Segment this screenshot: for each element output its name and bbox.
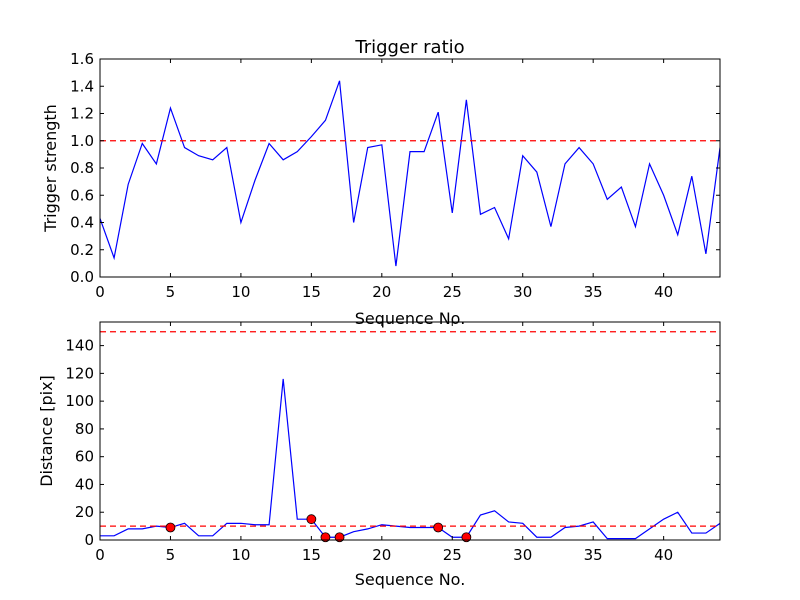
y-tick-label: 120 xyxy=(65,364,94,382)
x-tick-label: 20 xyxy=(372,283,391,301)
y-tick-label: 0 xyxy=(84,531,94,549)
x-axis-label: Sequence No. xyxy=(355,570,466,589)
x-tick-label: 25 xyxy=(443,283,462,301)
axes-frame xyxy=(99,321,721,541)
x-ticks: 0 5 10 15 20 25 30 35 40 xyxy=(95,59,673,301)
x-tick-label: 20 xyxy=(372,546,391,564)
x-tick-label: 15 xyxy=(302,546,321,564)
axes-frame xyxy=(99,58,721,278)
y-tick-label: 80 xyxy=(75,420,94,438)
series-layer xyxy=(100,331,720,543)
y-tick-label: 1.4 xyxy=(70,77,94,95)
y-tick-label: 20 xyxy=(75,503,94,521)
series-layer xyxy=(100,80,720,267)
y-tick-label: 1.2 xyxy=(70,105,94,123)
x-ticks: 0 5 10 15 20 25 30 35 40 xyxy=(95,322,673,564)
marker-point xyxy=(306,514,317,525)
y-tick-label: 1.6 xyxy=(70,50,94,68)
y-tick-label: 1.0 xyxy=(70,132,94,150)
y-tick-label: 0.6 xyxy=(70,186,94,204)
y-axis-label: Trigger strength xyxy=(41,104,60,233)
x-tick-label: 10 xyxy=(231,283,250,301)
x-tick-label: 5 xyxy=(166,283,176,301)
marker-point xyxy=(320,532,331,543)
x-tick-label: 5 xyxy=(166,546,176,564)
y-tick-label: 140 xyxy=(65,337,94,355)
y-tick-label: 0.0 xyxy=(70,268,94,286)
series-line-0 xyxy=(100,80,720,267)
marker-point xyxy=(165,522,176,533)
marker-point xyxy=(433,522,444,533)
x-tick-label: 40 xyxy=(654,546,673,564)
x-tick-label: 30 xyxy=(513,283,532,301)
plot-distance: 0 5 10 15 20 25 30 35 40 0 20 40 60 80 100 120 140 Sequ… xyxy=(37,321,721,589)
x-tick-label: 30 xyxy=(513,546,532,564)
plot-trigger-ratio: Trigger ratio 0 5 10 15 20 25 30 35 40 0.0 0.2 0.4… xyxy=(41,37,721,328)
marker-point xyxy=(461,532,472,543)
x-axis-label: Sequence No. xyxy=(355,309,466,328)
y-ticks: 0 20 40 60 80 100 120 140 xyxy=(65,337,720,549)
y-tick-label: 0.8 xyxy=(70,159,94,177)
x-tick-label: 0 xyxy=(95,546,105,564)
x-tick-label: 35 xyxy=(584,283,603,301)
chart-title: Trigger ratio xyxy=(354,37,464,58)
marker-point xyxy=(334,532,345,543)
y-tick-label: 0.4 xyxy=(70,214,94,232)
x-tick-label: 10 xyxy=(231,546,250,564)
y-tick-label: 100 xyxy=(65,392,94,410)
x-tick-label: 15 xyxy=(302,283,321,301)
x-tick-label: 0 xyxy=(95,283,105,301)
y-ticks: 0.0 0.2 0.4 0.6 0.8 1.0 1.2 1.4 1.6 xyxy=(70,50,720,286)
y-tick-label: 40 xyxy=(75,475,94,493)
x-tick-label: 25 xyxy=(443,546,462,564)
series-line-0 xyxy=(100,378,720,540)
y-tick-label: 0.2 xyxy=(70,241,94,259)
x-tick-label: 35 xyxy=(584,546,603,564)
y-tick-label: 60 xyxy=(75,448,94,466)
x-tick-label: 40 xyxy=(654,283,673,301)
y-axis-label: Distance [pix] xyxy=(37,375,56,487)
